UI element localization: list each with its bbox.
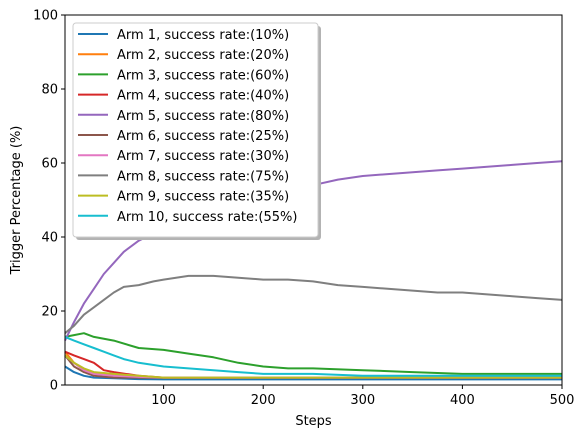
y-tick-label: 20: [41, 305, 58, 320]
plot-lines: [64, 160, 563, 381]
y-tick-label: 0: [50, 379, 58, 394]
legend-label-arm-3: Arm 3, success rate:(60%): [117, 68, 289, 83]
legend-label-arm-5: Arm 5, success rate:(80%): [117, 109, 289, 124]
y-tick-label: 60: [41, 157, 58, 172]
legend-items: Arm 1, success rate:(10%) Arm 2, success …: [78, 28, 297, 225]
legend-label-arm-1: Arm 1, success rate:(10%): [117, 28, 289, 43]
legend-box: [72, 22, 319, 238]
legend-label-arm-9: Arm 9, success rate:(35%): [117, 190, 289, 205]
series-line-arm-8: [64, 274, 563, 334]
y-tick-label: 80: [41, 83, 58, 98]
y-tick-label: 100: [33, 9, 58, 24]
plot-frame: [64, 14, 563, 386]
legend-label-arm-4: Arm 4, success rate:(40%): [117, 89, 289, 104]
series-line-arm-10: [64, 335, 562, 377]
x-axis-title: Steps: [295, 414, 332, 429]
x-tick-label: 200: [251, 393, 276, 408]
x-tick-label: 500: [550, 393, 575, 408]
y-tick-label: 40: [41, 231, 58, 246]
y-axis-title: Trigger Percentage (%): [9, 126, 24, 276]
series-line-arm-1: [64, 365, 562, 381]
legend: Arm 1, success rate:(10%) Arm 2, success …: [72, 22, 321, 240]
x-tick-label: 100: [151, 393, 176, 408]
x-tick-label: 400: [450, 393, 475, 408]
legend-label-arm-6: Arm 6, success rate:(25%): [117, 129, 289, 144]
series-line-arm-3: [64, 332, 562, 375]
legend-label-arm-7: Arm 7, success rate:(30%): [117, 149, 289, 164]
legend-label-arm-10: Arm 10, success rate:(55%): [117, 210, 297, 225]
series-line-arm-9: [64, 354, 562, 379]
x-axis-ticks: 100 200 300 400 500: [151, 385, 574, 408]
legend-label-arm-8: Arm 8, success rate:(75%): [117, 169, 289, 184]
x-tick-label: 300: [350, 393, 375, 408]
y-axis-ticks: 0 20 40 60 80 100: [33, 9, 65, 394]
legend-label-arm-2: Arm 2, success rate:(20%): [117, 48, 289, 63]
